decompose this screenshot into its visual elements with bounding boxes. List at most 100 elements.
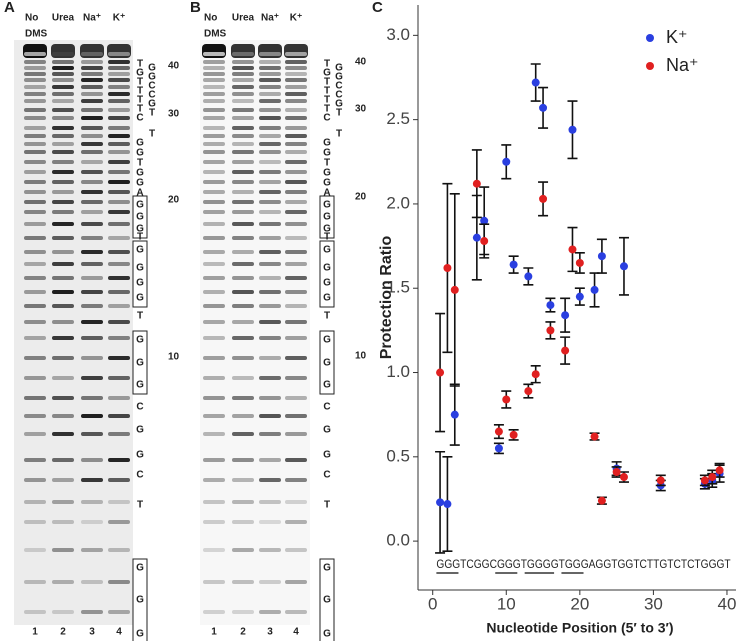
- sequence-letter: T: [324, 95, 330, 106]
- sequence-letter: G: [136, 263, 144, 274]
- gel-band: [24, 190, 46, 194]
- gel-band: [24, 150, 46, 154]
- gel-band: [108, 52, 130, 56]
- gel-band: [81, 108, 103, 112]
- sequence-letter: C: [335, 81, 342, 92]
- gel-band: [232, 190, 254, 194]
- gel-band: [232, 290, 254, 294]
- sequence-letter: T: [137, 311, 143, 322]
- gel-band: [108, 160, 130, 164]
- gel-band: [52, 160, 74, 164]
- sequence-letter: C: [335, 90, 342, 101]
- gel-band: [52, 92, 74, 96]
- gel-band: [203, 262, 225, 266]
- gel-band: [232, 250, 254, 254]
- gel-band: [108, 304, 130, 308]
- sequence-letter: G: [323, 278, 331, 289]
- gel-band: [81, 548, 103, 552]
- lane-number: 2: [240, 627, 246, 638]
- gel-band: [52, 60, 74, 64]
- gel-band: [52, 99, 74, 103]
- gel-band: [81, 66, 103, 70]
- gel-band: [232, 72, 254, 76]
- gel-band: [24, 108, 46, 112]
- gel-band: [24, 432, 46, 436]
- data-point: [546, 326, 555, 335]
- sequence-letter: G: [323, 168, 331, 179]
- g-tract-box: [319, 240, 335, 308]
- gel-band: [285, 92, 307, 96]
- gel-band: [232, 108, 254, 112]
- gel-band: [81, 85, 103, 89]
- gel-band: [203, 160, 225, 164]
- g-tract-box: [319, 330, 335, 395]
- gel-band: [203, 78, 225, 82]
- gel-band: [259, 276, 281, 280]
- gel-band: [285, 180, 307, 184]
- panel-label: A: [4, 0, 15, 16]
- gel-band: [108, 210, 130, 214]
- gel-band: [52, 414, 74, 418]
- gel-band: [203, 304, 225, 308]
- gel-band: [232, 396, 254, 400]
- lane-header: DMS: [25, 29, 48, 40]
- gel-band: [108, 336, 130, 340]
- gel-band: [285, 432, 307, 436]
- gel-band: [259, 262, 281, 266]
- gel-band: [52, 250, 74, 254]
- gel-band: [108, 92, 130, 96]
- gel-band: [52, 304, 74, 308]
- gel-band: [232, 580, 254, 584]
- gel-band: [108, 142, 130, 146]
- gel-band: [52, 52, 74, 56]
- data-point: [575, 292, 584, 301]
- gel-band: [52, 116, 74, 120]
- gel-band: [81, 250, 103, 254]
- gel-band: [108, 66, 130, 70]
- gel-band: [232, 85, 254, 89]
- data-point: [450, 285, 459, 294]
- lane-header: Urea: [232, 13, 255, 24]
- gel-band: [285, 236, 307, 240]
- panel-label: C: [372, 0, 383, 16]
- g-tract-box: [319, 558, 335, 641]
- gel-band: [24, 66, 46, 70]
- gel-band: [24, 500, 46, 504]
- gel-band: [232, 180, 254, 184]
- legend-label: K⁺: [666, 27, 688, 47]
- sequence-letter: G: [323, 293, 331, 304]
- position-label: 20: [355, 192, 367, 203]
- data-point: [708, 473, 717, 482]
- gel-band: [203, 170, 225, 174]
- gel-band: [203, 200, 225, 204]
- gel-band: [52, 320, 74, 324]
- gel-band: [285, 200, 307, 204]
- sequence-letter: A: [136, 188, 143, 199]
- gel-band: [24, 250, 46, 254]
- y-tick-label: 2.0: [386, 193, 410, 212]
- sequence-letter: G: [136, 138, 144, 149]
- position-label: 30: [355, 104, 367, 115]
- lane-header: K⁺: [113, 13, 126, 24]
- sequence-letter: G: [323, 200, 331, 211]
- data-point: [590, 285, 599, 294]
- gel-band: [259, 580, 281, 584]
- sequence-letter: T: [324, 86, 330, 97]
- data-point: [450, 410, 459, 419]
- data-point: [539, 194, 548, 203]
- sequence-letter: C: [136, 470, 143, 481]
- sequence-letter: T: [137, 104, 143, 115]
- gel-band: [203, 52, 225, 56]
- lane-header: K⁺: [290, 13, 303, 24]
- gel-band: [259, 414, 281, 418]
- gel-band: [81, 200, 103, 204]
- data-point: [561, 346, 570, 355]
- gel-band: [52, 236, 74, 240]
- lane-header: DMS: [204, 29, 227, 40]
- gel-band: [52, 580, 74, 584]
- gel-band: [24, 458, 46, 462]
- gel-band: [81, 99, 103, 103]
- sequence-letter: G: [335, 99, 343, 110]
- gel-band: [203, 396, 225, 400]
- x-tick-label: 30: [644, 594, 663, 613]
